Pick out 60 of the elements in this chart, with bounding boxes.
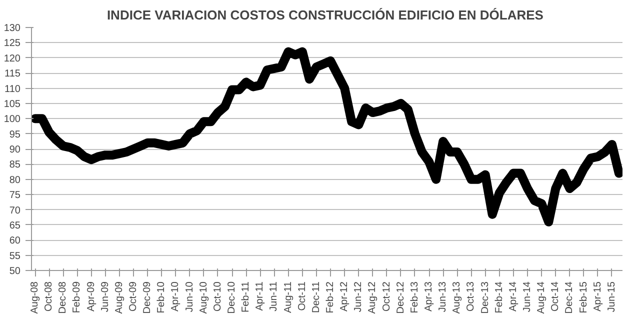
x-tick-label: Feb-10 — [156, 281, 168, 314]
x-tick-label: Oct-11 — [296, 281, 308, 311]
x-tick-label: Aug-14 — [536, 281, 548, 314]
y-tick-label: 130 — [4, 23, 21, 34]
x-tick-label: Oct-12 — [381, 281, 392, 312]
y-tick-label: 100 — [4, 114, 21, 126]
x-tick-label: Dec-14 — [564, 281, 576, 314]
x-tick-label: Jun-12 — [353, 281, 364, 312]
x-tick-label: Apr-12 — [339, 281, 350, 312]
x-tick-label: Feb-14 — [494, 281, 505, 314]
y-tick-label: 50 — [9, 266, 21, 277]
y-tick-label: 85 — [9, 160, 21, 171]
x-tick-label: Dec-13 — [480, 281, 491, 314]
x-tick-label: Apr-15 — [592, 281, 604, 312]
x-tick-label: Oct-13 — [466, 281, 477, 312]
x-tick-label: Jun-13 — [438, 281, 449, 312]
y-tick-label: 110 — [4, 84, 21, 95]
y-tick-label: 60 — [9, 236, 21, 247]
x-tick-label: Dec-12 — [395, 281, 406, 314]
x-tick-label: Oct-14 — [550, 281, 562, 312]
x-tick-label: Feb-11 — [240, 281, 252, 312]
x-tick-label: Jun-09 — [100, 281, 111, 312]
x-tick-label: Feb-15 — [578, 281, 590, 314]
x-tick-label: Aug-10 — [198, 281, 210, 314]
chart-title: INDICE VARIACION COSTOS CONSTRUCCIÓN EDIFICIO EN DÓLARES — [106, 8, 544, 22]
x-tick-label: Jun-10 — [184, 281, 196, 312]
x-tick-label: Aug-08 — [30, 281, 41, 314]
x-tick-label: Apr-13 — [424, 281, 435, 312]
y-tick-label: 75 — [9, 190, 21, 202]
x-tick-label: Feb-12 — [325, 281, 336, 314]
x-tick-label: Apr-11 — [254, 281, 266, 311]
y-tick-label: 120 — [4, 53, 21, 64]
x-tick-label: Dec-09 — [142, 281, 154, 314]
x-tick-label: Feb-09 — [72, 281, 83, 314]
x-tick-label: Dec-11 — [310, 281, 322, 313]
x-tick-label: Dec-08 — [58, 281, 69, 314]
x-tick-label: Dec-10 — [226, 281, 238, 314]
y-tick-label: 105 — [4, 98, 21, 110]
y-tick-label: 95 — [9, 129, 21, 140]
y-tick-label: 70 — [9, 205, 21, 216]
x-tick-label: Feb-13 — [409, 281, 420, 314]
x-tick-label: Aug-11 — [282, 281, 294, 314]
x-tick-label: Apr-10 — [170, 281, 182, 312]
x-tick-label: Apr-09 — [86, 281, 97, 312]
x-tick-label: Jun-14 — [522, 281, 534, 312]
y-tick-label: 55 — [9, 250, 21, 262]
y-tick-label: 65 — [9, 220, 21, 232]
y-tick-label: 125 — [4, 38, 21, 50]
x-tick-label: Jun-15 — [606, 281, 618, 312]
x-tick-label: Apr-14 — [508, 281, 519, 312]
x-tick-label: Jun-11 — [268, 281, 280, 312]
x-tick-label: Oct-10 — [212, 281, 224, 312]
x-tick-label: Oct-08 — [44, 281, 55, 312]
x-tick-label: Aug-12 — [367, 281, 378, 314]
x-tick-label: Aug-13 — [452, 281, 463, 314]
y-tick-label: 90 — [9, 144, 21, 156]
y-tick-label: 80 — [9, 174, 21, 186]
x-tick-label: Aug-09 — [114, 281, 125, 314]
y-tick-label: 115 — [4, 68, 21, 80]
x-tick-label: Oct-09 — [128, 281, 140, 312]
